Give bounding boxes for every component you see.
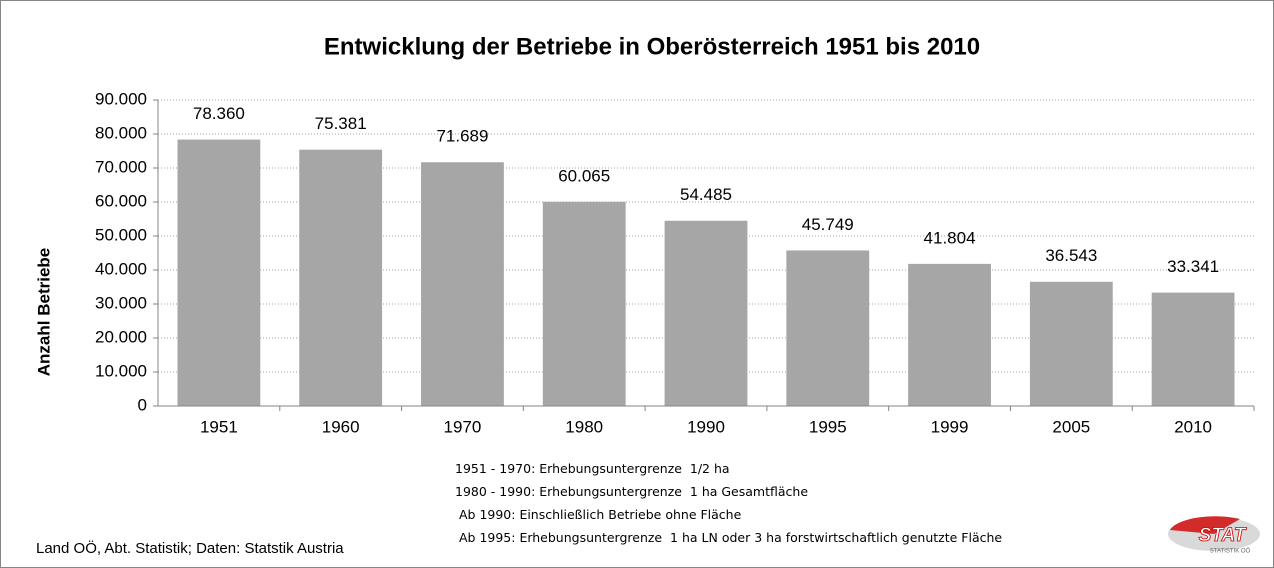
note: 1980 - 1990: Erhebungsuntergrenze 1 ha G…	[455, 484, 809, 499]
note: Ab 1995: Erhebungsuntergrenze 1 ha LN od…	[455, 530, 1003, 545]
x-tick-label: 1951	[200, 417, 238, 436]
bar	[1151, 292, 1235, 406]
y-tick-label: 60.000	[95, 191, 147, 210]
y-tick-label: 90.000	[95, 89, 147, 108]
y-tick-label: 10.000	[95, 361, 147, 380]
value-label: 78.360	[193, 104, 245, 123]
logo-text: STAT	[1199, 525, 1247, 546]
y-tick-label: 20.000	[95, 327, 147, 346]
bar	[1029, 281, 1113, 406]
y-tick-label: 70.000	[95, 157, 147, 176]
note: Ab 1990: Einschließlich Betriebe ohne Fl…	[455, 507, 742, 522]
value-label: 33.341	[1167, 257, 1219, 276]
value-label: 36.543	[1045, 246, 1097, 265]
value-label: 60.065	[558, 166, 610, 185]
note: 1951 - 1970: Erhebungsuntergrenze 1/2 ha	[455, 461, 730, 476]
x-tick-label: 1980	[565, 417, 603, 436]
x-tick-label: 1960	[322, 417, 360, 436]
notes: 1951 - 1970: Erhebungsuntergrenze 1/2 ha…	[455, 457, 1065, 549]
value-label: 41.804	[924, 228, 976, 247]
bar	[299, 149, 383, 407]
value-label: 75.381	[315, 114, 367, 133]
y-axis-title: Anzahl Betriebe	[34, 248, 53, 376]
x-tick-label: 2005	[1052, 417, 1090, 436]
value-label: 54.485	[680, 185, 732, 204]
y-tick-label: 40.000	[95, 259, 147, 278]
x-tick-label: 1990	[687, 417, 725, 436]
bar	[542, 201, 626, 406]
value-label: 45.749	[802, 215, 854, 234]
logo-slice	[1170, 516, 1240, 534]
y-tick-label: 50.000	[95, 225, 147, 244]
source: Land OÖ, Abt. Statistik; Daten: Statstik…	[36, 539, 344, 557]
logo-subtext: STATISTIK OÖ	[1210, 548, 1251, 555]
bar	[177, 139, 261, 407]
chart-title: Entwicklung der Betriebe in Oberösterrei…	[324, 33, 980, 60]
logo: STAT STATISTIK OÖ	[1168, 516, 1260, 555]
bar	[786, 250, 870, 406]
y-tick-label: 30.000	[95, 293, 147, 312]
x-tick-label: 1999	[931, 417, 969, 436]
value-label: 71.689	[436, 127, 488, 146]
y-tick-label: 80.000	[95, 123, 147, 142]
bar	[421, 162, 504, 406]
x-tick-label: 1970	[444, 417, 482, 436]
x-tick-label: 1995	[809, 417, 847, 436]
x-tick-label: 2010	[1174, 417, 1212, 436]
y-tick-label: 0	[138, 395, 147, 414]
bar	[908, 263, 991, 406]
bar	[664, 220, 748, 406]
